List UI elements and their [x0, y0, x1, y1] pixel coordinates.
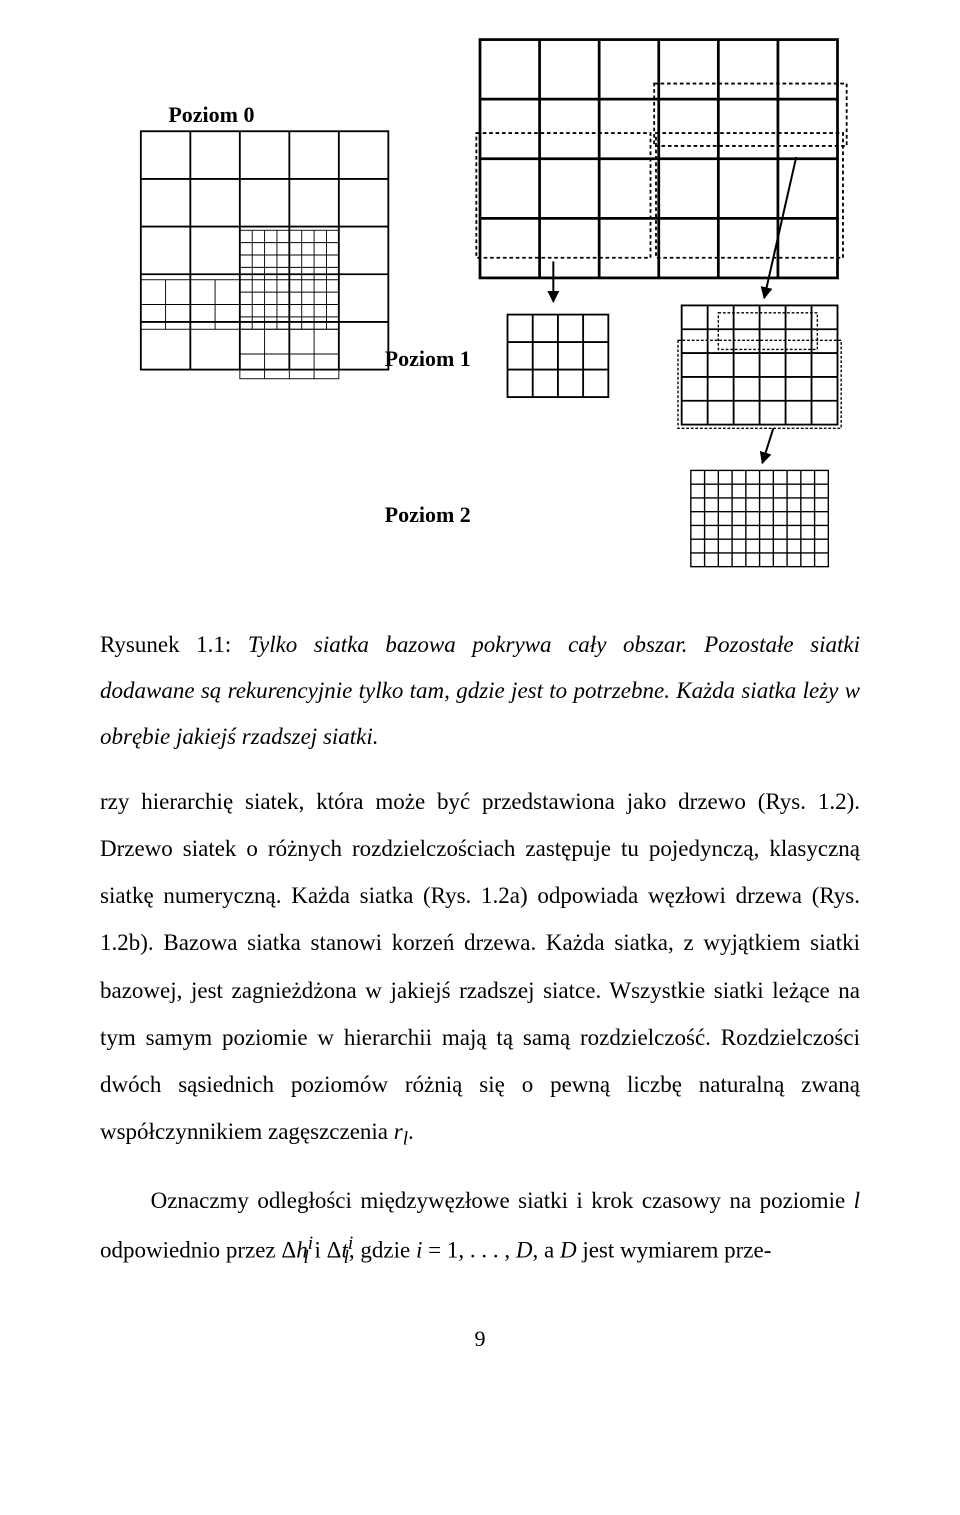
p2-D2: D — [560, 1238, 577, 1263]
p2a: Oznaczmy odległości międzywęzłowe siatki… — [151, 1188, 854, 1213]
label-poziom-2: Poziom 2 — [385, 502, 471, 527]
figure-caption: Rysunek 1.1: Tylko siatka bazowa pokrywa… — [100, 622, 860, 760]
label-poziom-0: Poziom 0 — [168, 102, 254, 127]
label-poziom-1: Poziom 1 — [385, 346, 471, 371]
p2c: i Δ — [309, 1238, 342, 1263]
p1b: . — [408, 1119, 414, 1144]
body-paragraph-1: rzy hierarchię siatek, która może być pr… — [100, 778, 860, 1159]
p2e: = 1, . . . , — [422, 1238, 515, 1263]
p2b: odpowiednio przez Δ — [100, 1238, 296, 1263]
p1-var-r: r — [394, 1119, 403, 1144]
p2-D: D — [516, 1238, 533, 1263]
page-number: 9 — [0, 1326, 960, 1352]
caption-runhead: Rysunek 1.1: — [100, 632, 231, 657]
amr-hierarchy-figure: Poziom 0 Poziom 1 Poziom 2 — [40, 20, 920, 600]
p2d: , gdzie — [349, 1238, 416, 1263]
p2f: , a — [532, 1238, 559, 1263]
body-paragraph-2: Oznaczmy odległości międzywęzłowe siatki… — [100, 1177, 860, 1278]
p2g: jest wymiarem prze- — [577, 1238, 772, 1263]
p1a: rzy hierarchię siatek, która może być pr… — [100, 789, 860, 1144]
p2-l: l — [854, 1188, 860, 1213]
